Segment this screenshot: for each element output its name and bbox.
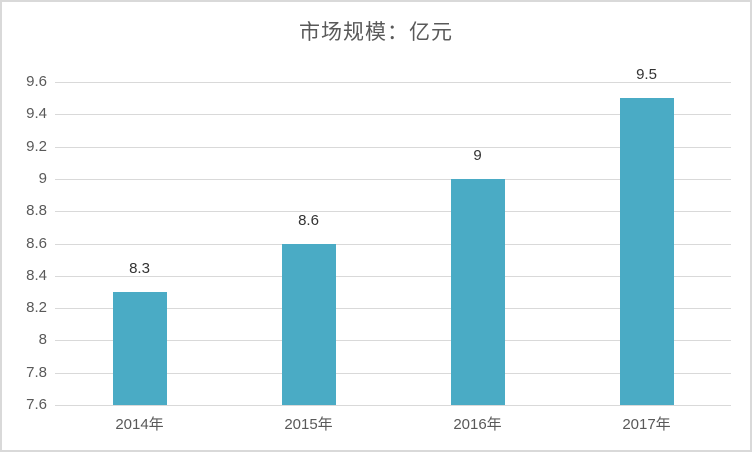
x-tick-label: 2017年 (622, 416, 671, 433)
gridline (55, 146, 731, 148)
data-label: 8.6 (298, 211, 319, 229)
plot-area: 8.3 8.6 9 9.5 (55, 67, 731, 406)
bar-2017年 (619, 98, 674, 405)
gridline (55, 275, 731, 277)
data-label: 9.5 (636, 66, 657, 84)
gridline (55, 372, 731, 374)
gridline (55, 82, 731, 83)
gridline (55, 114, 731, 116)
y-tick-label: 8.2 (26, 299, 47, 317)
gridline (55, 178, 731, 180)
y-tick-label: 7.6 (26, 396, 47, 413)
y-tick-label: 8 (38, 331, 47, 349)
y-tick-label: 8.4 (26, 266, 47, 284)
y-tick-label: 8.6 (26, 234, 47, 252)
chart-title: 市场规模：亿元 (299, 21, 453, 44)
bar-2014年 (112, 291, 167, 405)
bar-2016年 (450, 178, 505, 405)
bar-2015年 (281, 243, 336, 405)
gridline (55, 405, 731, 406)
data-label: 8.3 (129, 259, 150, 277)
gridline (55, 243, 731, 245)
y-tick-label: 8.8 (26, 202, 47, 220)
gridline (55, 211, 731, 213)
x-tick-label: 2014年 (115, 416, 164, 433)
x-tick-label: 2016年 (453, 416, 502, 433)
gridline (55, 340, 731, 342)
y-tick-label: 9 (38, 169, 47, 187)
y-tick-label: 9.6 (26, 73, 47, 90)
x-tick-label: 2015年 (284, 416, 333, 433)
y-tick-label: 7.8 (26, 363, 47, 381)
y-tick-label: 9.4 (26, 105, 47, 123)
gridline (55, 308, 731, 310)
y-tick-label: 9.2 (26, 137, 47, 155)
data-label: 9 (473, 146, 482, 164)
